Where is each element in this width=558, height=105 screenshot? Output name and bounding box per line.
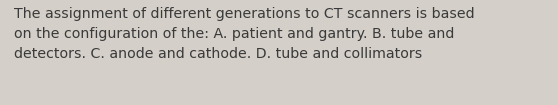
- Text: The assignment of different generations to CT scanners is based
on the configura: The assignment of different generations …: [14, 7, 474, 61]
